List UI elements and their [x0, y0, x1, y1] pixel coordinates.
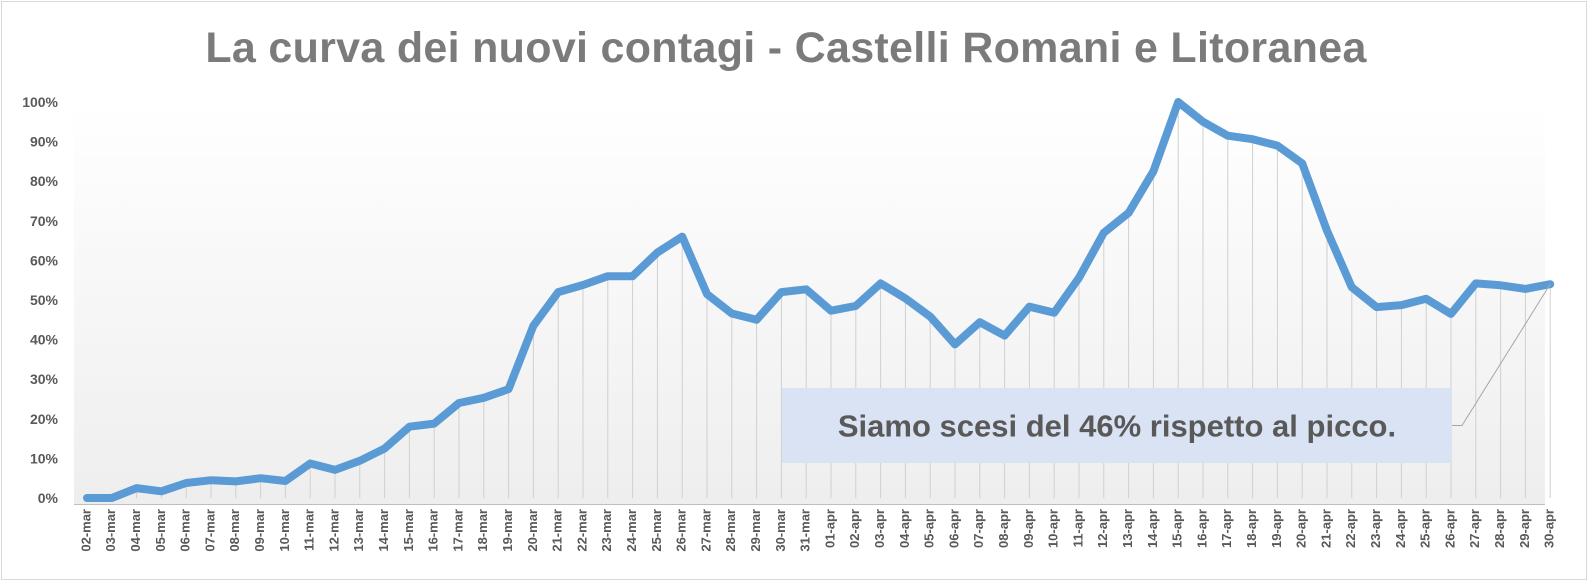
x-tick-label: 02-mar	[78, 509, 93, 552]
annotation-box	[782, 388, 1452, 463]
x-tick-label: 13-apr	[1120, 509, 1135, 548]
x-tick-label: 01-apr	[822, 509, 837, 548]
x-tick-label: 27-apr	[1467, 509, 1482, 548]
x-tick-label: 13-mar	[351, 509, 366, 552]
x-tick-label: 11-mar	[302, 509, 317, 551]
x-tick-label: 20-apr	[1294, 509, 1309, 548]
x-tick-label: 06-mar	[178, 509, 193, 552]
x-tick-label: 21-mar	[550, 509, 565, 552]
x-tick-label: 22-apr	[1343, 509, 1358, 548]
x-tick-label: 19-apr	[1269, 509, 1284, 548]
y-tick-label: 30%	[30, 371, 59, 387]
x-tick-label: 28-mar	[723, 509, 738, 552]
x-tick-label: 03-mar	[103, 509, 118, 552]
x-tick-label: 20-mar	[525, 509, 540, 552]
x-tick-label: 26-apr	[1442, 509, 1457, 548]
x-tick-label: 03-apr	[872, 509, 887, 548]
x-tick-label: 24-mar	[624, 509, 639, 552]
y-tick-label: 80%	[30, 173, 59, 189]
x-tick-label: 23-apr	[1368, 509, 1383, 548]
x-tick-label: 14-mar	[376, 509, 391, 552]
x-tick-label: 12-apr	[1095, 509, 1110, 548]
x-tick-label: 02-apr	[847, 509, 862, 548]
annotation-leader-line	[1452, 283, 1551, 426]
x-tick-label: 17-apr	[1219, 509, 1234, 548]
x-tick-label: 27-mar	[698, 509, 713, 552]
y-tick-label: 50%	[30, 292, 59, 308]
x-tick-label: 15-mar	[401, 509, 416, 552]
x-tick-label: 09-mar	[252, 509, 267, 552]
x-tick-label: 14-apr	[1145, 509, 1160, 548]
y-tick-label: 100%	[22, 94, 58, 110]
x-tick-label: 30-apr	[1542, 509, 1557, 548]
x-tick-label: 28-apr	[1492, 509, 1507, 548]
x-tick-label: 04-mar	[128, 509, 143, 552]
x-tick-label: 18-apr	[1244, 509, 1259, 548]
x-tick-label: 18-mar	[475, 509, 490, 552]
annotation-text: Siamo scesi del 46% rispetto al picco.	[838, 409, 1396, 444]
x-tick-label: 12-mar	[326, 509, 341, 552]
x-tick-label: 21-apr	[1318, 509, 1333, 548]
x-tick-label: 29-mar	[748, 509, 763, 552]
x-tick-label: 08-mar	[227, 509, 242, 552]
x-tick-label: 16-mar	[426, 509, 441, 552]
x-tick-label: 09-apr	[1021, 509, 1036, 548]
x-tick-label: 06-apr	[946, 509, 961, 548]
x-tick-label: 11-apr	[1070, 509, 1085, 547]
y-tick-label: 90%	[30, 134, 59, 150]
x-tick-label: 07-mar	[202, 509, 217, 552]
y-tick-label: 40%	[30, 332, 59, 348]
series-line	[83, 98, 1555, 502]
x-tick-label: 15-apr	[1170, 509, 1185, 548]
y-tick-label: 70%	[30, 213, 59, 229]
x-tick-label: 05-mar	[153, 509, 168, 552]
x-tick-label: 25-apr	[1418, 509, 1433, 548]
x-tick-label: 22-mar	[574, 509, 589, 552]
x-tick-label: 25-mar	[649, 509, 664, 552]
x-tick-label: 24-apr	[1393, 509, 1408, 548]
x-tick-label: 19-mar	[500, 509, 515, 552]
x-tick-label: 29-apr	[1517, 509, 1532, 548]
y-tick-label: 20%	[30, 411, 59, 427]
x-tick-label: 17-mar	[450, 509, 465, 552]
y-tick-label: 10%	[30, 450, 59, 466]
x-tick-label: 23-mar	[599, 509, 614, 552]
y-tick-label: 60%	[30, 252, 59, 268]
x-tick-label: 16-apr	[1194, 509, 1209, 548]
x-tick-label: 04-apr	[897, 509, 912, 548]
x-tick-label: 05-apr	[922, 509, 937, 548]
y-tick-label: 0%	[38, 490, 59, 506]
x-tick-label: 31-mar	[798, 509, 813, 552]
x-tick-label: 30-mar	[773, 509, 788, 552]
chart-title: La curva dei nuovi contagi - Castelli Ro…	[205, 24, 1367, 72]
x-tick-label: 07-apr	[971, 509, 986, 548]
x-tick-label: 10-apr	[1046, 509, 1061, 548]
x-tick-label: 08-apr	[996, 509, 1011, 548]
x-tick-label: 10-mar	[277, 509, 292, 552]
x-tick-label: 26-mar	[674, 509, 689, 552]
